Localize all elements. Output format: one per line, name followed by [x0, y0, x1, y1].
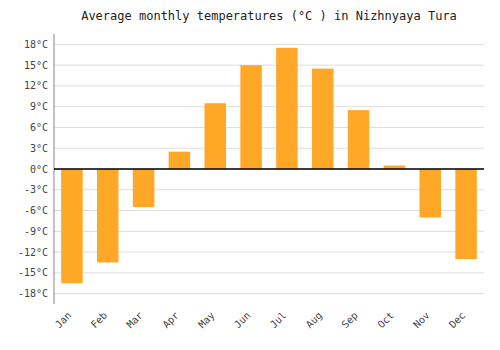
- bar: [61, 169, 83, 283]
- bar: [205, 103, 227, 169]
- grid-line: [54, 85, 484, 86]
- y-tick-label: 12°C: [24, 80, 48, 91]
- grid-line: [54, 148, 484, 149]
- grid-line: [54, 106, 484, 107]
- grid-line: [54, 169, 484, 170]
- x-tick-label: Jun: [232, 310, 253, 331]
- grid-line: [54, 272, 484, 273]
- x-tick-label: Sep: [339, 310, 360, 331]
- x-tick-label: Nov: [411, 310, 432, 331]
- y-tick-label: -12°C: [18, 247, 48, 258]
- bar: [312, 69, 334, 169]
- x-tick-label: Jul: [268, 310, 289, 331]
- y-tick-label: 9°C: [30, 101, 48, 112]
- y-tick-label: 18°C: [24, 39, 48, 50]
- y-tick-label: -15°C: [18, 267, 48, 278]
- bar: [133, 169, 155, 207]
- y-tick-label: -9°C: [24, 226, 48, 237]
- y-tick-label: 0°C: [30, 164, 48, 175]
- grid: [54, 44, 484, 293]
- bar: [276, 48, 298, 169]
- bars: [61, 48, 477, 283]
- grid-line: [54, 127, 484, 128]
- grid-line: [54, 65, 484, 66]
- y-tick-label: -18°C: [18, 288, 48, 299]
- x-tick-label: Feb: [89, 310, 110, 331]
- bar: [420, 169, 442, 217]
- x-tick-label: Dec: [447, 310, 468, 331]
- y-tick-label: 15°C: [24, 60, 48, 71]
- grid-line: [54, 44, 484, 45]
- bar: [169, 152, 191, 169]
- grid-line: [54, 293, 484, 294]
- y-tick-label: -3°C: [24, 184, 48, 195]
- x-tick-label: Mar: [124, 310, 145, 331]
- x-tick-label: Aug: [304, 310, 325, 331]
- bar: [240, 65, 261, 169]
- bar: [97, 169, 119, 262]
- x-tick-label: May: [196, 310, 217, 331]
- bar: [455, 169, 477, 259]
- zero-line: [54, 168, 484, 170]
- chart: Average monthly temperatures (°C ) in Ni…: [0, 0, 500, 350]
- bar: [348, 110, 370, 169]
- y-tick-label: 6°C: [30, 122, 48, 133]
- title: Average monthly temperatures (°C ) in Ni…: [81, 9, 457, 23]
- x-tick-label: Jan: [53, 310, 74, 331]
- y-tick-label: -6°C: [24, 205, 48, 216]
- x-tick-label: Apr: [160, 310, 181, 331]
- y-tick-label: 3°C: [30, 143, 48, 154]
- x-tick-label: Oct: [375, 310, 396, 331]
- chart-container: Average monthly temperatures (°C ) in Ni…: [0, 0, 500, 350]
